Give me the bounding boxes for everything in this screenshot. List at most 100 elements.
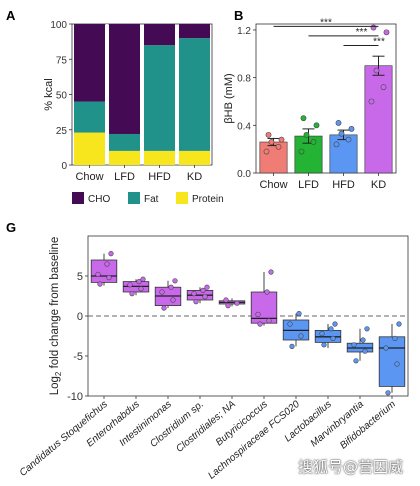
panel-g-box-bifidobacterium: [378, 336, 406, 387]
panel-g-point-butyricicoccus: [264, 289, 270, 295]
panel-g-ytick-label: -10: [67, 391, 83, 403]
panel-b-point-kd: [383, 29, 390, 36]
panel-g-point-bifidobacterium: [385, 390, 391, 396]
panel-g-ylabel: Log2 fold change from baseline: [49, 237, 63, 396]
panel-b-ytick-label: 0.0: [237, 169, 251, 180]
panel-g-point-lactobacillus: [319, 331, 325, 337]
panel-g-point-lactobacillus: [328, 326, 334, 332]
panel-a-letter: A: [6, 8, 16, 23]
panel-a-bar-fat-chow: [74, 101, 105, 133]
panel-b-letter: B: [234, 8, 243, 23]
panel-g-point-enterorhabdus: [140, 276, 146, 282]
panel-b-ytick-label: 0.4: [237, 121, 251, 132]
panel-a-bar-cho-kd: [179, 24, 210, 39]
panel-a-bar-fat-hfd: [144, 45, 175, 151]
panel-a-ytick-label: 75: [56, 55, 68, 66]
panel-a-legend-label-cho: CHO: [88, 194, 110, 205]
panel-b-significance-label: ***: [373, 36, 385, 47]
panel-g-point-enterorhabdus: [136, 279, 142, 285]
panel-g-ytick-label: -5: [73, 351, 83, 363]
panel-g-point-lactobacillus: [321, 342, 327, 348]
panel-a-ytick-label: 0: [61, 161, 67, 172]
panel-g-point-butyricicoccus: [255, 311, 261, 318]
panel-g-point-lachnospiraceae-fcs020: [296, 311, 302, 317]
panel-g-point-candidatus-stoquefichus: [104, 261, 110, 267]
panel-a-ylabel: % kcal: [43, 78, 55, 110]
panel-b-point-lfd: [298, 148, 305, 155]
panel-g-point-clostridiales-na: [223, 297, 229, 303]
panel-b-point-chow: [263, 148, 270, 155]
panel-b-point-hfd: [345, 136, 352, 143]
panel-g-point-bifidobacterium: [394, 361, 400, 367]
panel-g-point-enterorhabdus: [127, 282, 133, 288]
panel-g-point-clostridium-sp: [204, 284, 210, 290]
panel-g-point-intestinimonas: [161, 305, 167, 311]
panel-b-xtick-label: KD: [371, 179, 386, 191]
watermark: 搜狐号@营因威: [298, 458, 404, 476]
panel-b-point-kd: [368, 98, 375, 105]
panel-b-point-hfd: [335, 120, 342, 126]
panel-g-point-butyricicoccus: [266, 318, 272, 324]
panel-b-ytick-label: 0.8: [237, 74, 251, 85]
panel-b-point-chow: [268, 139, 275, 145]
panel-b-point-kd: [370, 24, 377, 31]
panel-g-point-clostridium-sp: [193, 299, 199, 305]
panel-g-point-clostridium-sp: [202, 294, 208, 300]
panel-g-point-marvinbryantia: [360, 337, 366, 343]
panel-a-legend-swatch-cho: [72, 192, 84, 204]
panel-b-bar-chart: 0.0 0.4 0.8 1.2 βHB (mM) Chow LFD HFD KD *** *** **…: [223, 17, 397, 191]
panel-a-bar-cho-chow: [74, 24, 105, 102]
panel-g-point-clostridiales-na: [225, 303, 231, 309]
panel-g-point-lactobacillus: [330, 335, 336, 342]
panel-a-bar-cho-lfd: [109, 24, 140, 134]
panel-a-bar-protein-chow: [74, 132, 105, 165]
panel-g-point-enterorhabdus: [138, 286, 144, 292]
panel-b-point-kd: [380, 84, 387, 91]
panel-g-point-candidatus-stoquefichus: [97, 281, 103, 287]
panel-a-xtick-label: HFD: [148, 171, 171, 183]
panel-b-point-chow: [275, 143, 282, 150]
panel-g-point-clostridium-sp: [191, 291, 197, 297]
panel-g-point-bifidobacterium: [383, 345, 389, 351]
panel-b-bar-hfd: [329, 134, 358, 174]
panel-a-ytick-label: 25: [56, 126, 68, 137]
panel-a-legend-label-fat: Fat: [144, 194, 159, 205]
panel-b-point-hfd: [333, 141, 340, 148]
panel-a-bar-protein-kd: [179, 150, 210, 165]
panel-g-ylabel-main: Log: [49, 376, 61, 395]
panel-g-point-bifidobacterium: [392, 335, 398, 342]
panel-b-significance-label: ***: [356, 27, 368, 38]
panel-a-xtick-label: KD: [187, 171, 202, 183]
panel-a-ytick-label: 100: [50, 20, 67, 31]
panel-g-xtick-label: Bifidobacterium: [338, 399, 398, 452]
panel-g-point-marvinbryantia: [364, 326, 370, 332]
panel-g-point-enterorhabdus: [129, 291, 135, 297]
panel-b-significance-label: ***: [320, 17, 332, 28]
panel-b-point-lfd: [310, 139, 317, 145]
panel-g-letter: G: [6, 220, 16, 235]
panel-b-point-hfd: [348, 125, 355, 132]
panel-g-point-candidatus-stoquefichus: [95, 271, 101, 278]
panel-g-ytick-label: 5: [77, 271, 83, 283]
panel-g-point-intestinimonas: [159, 289, 165, 295]
panel-b-point-lfd: [303, 131, 310, 138]
panel-b-xtick-label: LFD: [298, 179, 319, 191]
panel-a-xtick-label: LFD: [114, 171, 135, 183]
panel-b-point-kd: [373, 67, 380, 74]
panel-g-ytick-label: 0: [77, 311, 83, 323]
panel-b-point-chow: [265, 131, 272, 138]
panel-g-ylabel-subscript: 2: [54, 371, 63, 376]
panel-b-point-chow: [278, 136, 285, 143]
panel-a-legend-swatch-protein: [176, 192, 188, 204]
panel-b-xtick-label: HFD: [332, 179, 355, 191]
panel-g-ylabel-rest: fold change from baseline: [49, 237, 61, 372]
panel-g-point-lachnospiraceae-fcs020: [298, 333, 304, 339]
panel-g-point-butyricicoccus: [257, 321, 263, 327]
panel-a-bar-protein-lfd: [109, 150, 140, 165]
panel-a-xtick-label: Chow: [75, 171, 103, 183]
panel-a-stacked-bar-chart: 0 25 50 75 100 % kcal Chow LFD HFD KD CHO Fat Protei…: [43, 20, 224, 205]
panel-b-ytick-label: 1.2: [237, 26, 251, 37]
panel-a-bar-cho-hfd: [144, 24, 175, 46]
